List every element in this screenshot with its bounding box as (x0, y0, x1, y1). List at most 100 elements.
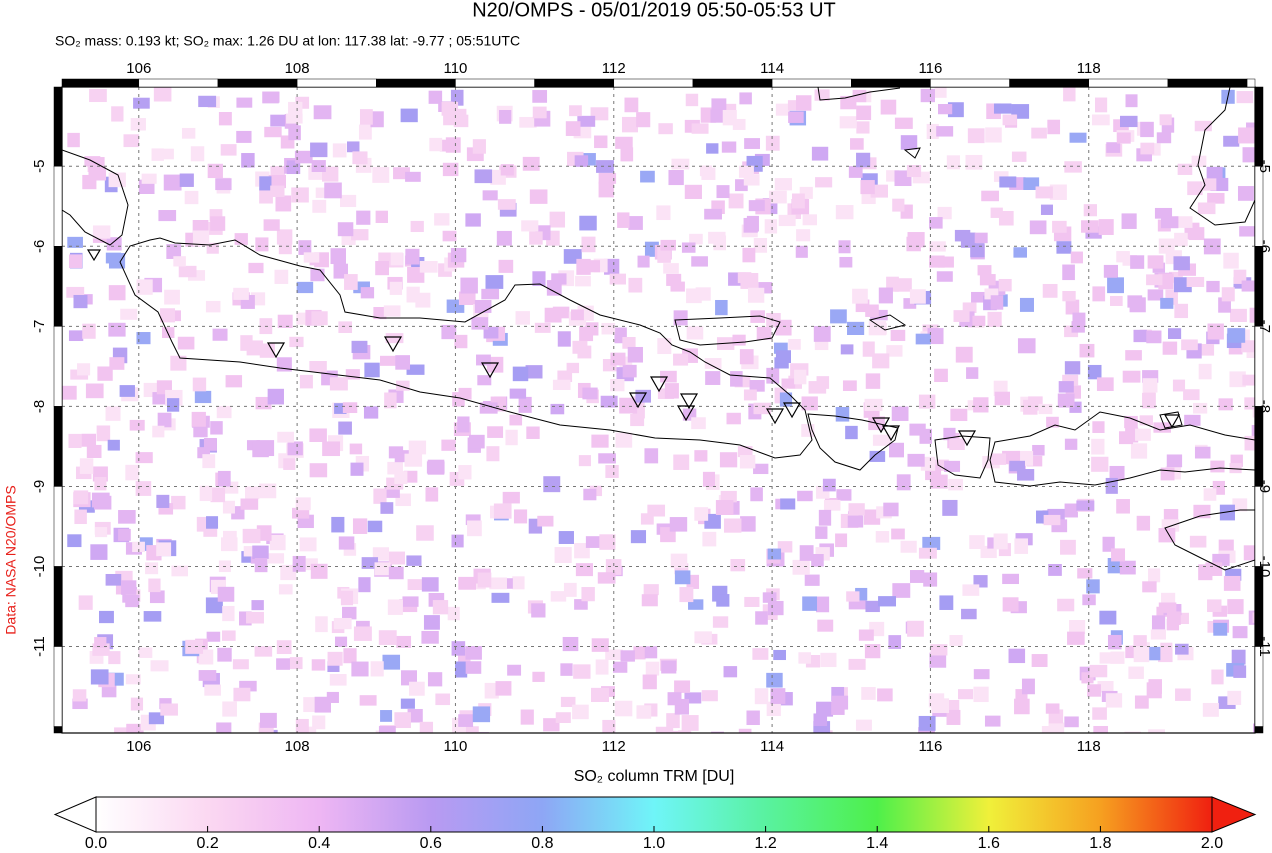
so2-pixel (543, 476, 561, 493)
so2-pixel (410, 220, 424, 233)
so2-pixel (82, 323, 96, 339)
so2-pixel (735, 179, 748, 192)
so2-pixel (1133, 329, 1147, 343)
so2-pixel (839, 256, 853, 268)
lat-tick-label: -8 (31, 400, 48, 413)
lon-tick-label: 106 (126, 60, 151, 77)
so2-pixel (998, 210, 1014, 226)
so2-pixel (681, 715, 699, 731)
so2-pixel (1248, 610, 1255, 625)
so2-pixel (465, 661, 482, 674)
so2-pixel (330, 248, 347, 265)
so2-pixel (184, 190, 199, 205)
so2-pixel (674, 680, 691, 693)
so2-pixel (863, 509, 881, 525)
colorbar-tick-label: 0.6 (420, 835, 442, 852)
so2-pixel (221, 630, 236, 641)
so2-pixel (384, 392, 397, 409)
so2-pixel (314, 696, 331, 713)
so2-pixel (738, 728, 752, 733)
so2-pixel (973, 669, 990, 680)
so2-pixel (891, 528, 905, 540)
so2-pixel (299, 537, 317, 552)
credit: Data: NASA N20/OMPS (3, 485, 19, 634)
so2-pixel (217, 647, 232, 662)
so2-pixel (118, 510, 136, 524)
so2-pixel (946, 709, 961, 725)
so2-pixel (115, 570, 133, 582)
so2-pixel (808, 381, 827, 394)
so2-pixel (689, 233, 703, 245)
so2-pixel (1086, 579, 1100, 594)
border-segment (53, 326, 63, 407)
so2-pixel (1032, 444, 1045, 456)
coastlines (62, 87, 1255, 571)
so2-pixel (1218, 398, 1233, 411)
so2-pixel (716, 185, 730, 199)
so2-pixel (787, 100, 801, 111)
so2-pixel (1052, 220, 1067, 233)
colorbar-tick-label: 1.2 (754, 835, 776, 852)
so2-pixel (704, 513, 721, 529)
so2-pixel (674, 563, 689, 575)
so2-pixel (407, 708, 423, 723)
so2-pixel (739, 454, 756, 469)
so2-pixel (688, 599, 704, 610)
so2-pixel (753, 463, 769, 475)
so2-pixel (656, 205, 671, 221)
so2-pixel (773, 649, 786, 661)
so2-pixel (1081, 672, 1094, 684)
islands (868, 147, 1183, 429)
so2-pixel (296, 281, 314, 294)
so2-pixel (1070, 251, 1083, 264)
lat-tick-label: -9 (31, 480, 48, 493)
so2-pixel (310, 268, 325, 282)
so2-pixel (715, 500, 734, 516)
so2-pixel (1062, 264, 1075, 281)
so2-pixel (754, 688, 769, 705)
so2-pixel (840, 95, 857, 110)
so2-pixel (332, 143, 347, 158)
so2-pixel (441, 439, 456, 451)
so2-pixel (660, 370, 677, 383)
so2-pixel (156, 494, 170, 508)
so2-pixel (929, 652, 947, 668)
so2-pixel (742, 247, 756, 263)
so2-pixel (848, 166, 863, 178)
so2-pixel (850, 138, 864, 150)
so2-pixel (390, 252, 403, 266)
lat-tick-label: -11 (1256, 636, 1272, 657)
so2-pixel (74, 509, 87, 525)
so2-pixel (1099, 652, 1114, 664)
so2-pixel (66, 286, 85, 298)
so2-pixel (379, 355, 396, 366)
so2-pixel (416, 525, 434, 541)
so2-pixel (1150, 629, 1166, 640)
so2-pixel (259, 712, 277, 728)
so2-pixel (581, 236, 596, 253)
so2-pixel (109, 357, 125, 370)
border-segment (53, 86, 63, 167)
so2-pixel (579, 326, 594, 342)
so2-pixel (509, 414, 523, 426)
so2-pixel (1026, 455, 1043, 467)
so2-pixel (90, 669, 109, 685)
so2-pixel (338, 321, 353, 333)
so2-pixel (673, 310, 688, 326)
so2-pixel (1211, 669, 1224, 685)
so2-pixel (642, 674, 657, 690)
so2-pixel (1105, 693, 1123, 708)
so2-pixel (206, 242, 219, 254)
so2-pixel (277, 314, 293, 329)
so2-pixel (1122, 370, 1141, 383)
so2-pixel (352, 151, 368, 165)
so2-pixel (691, 123, 709, 134)
so2-pixel (620, 147, 634, 162)
so2-pixel (557, 331, 571, 347)
border-segment (613, 78, 694, 88)
so2-pixel (156, 542, 172, 557)
border-segment (1254, 646, 1264, 727)
so2-pixel (1237, 186, 1254, 201)
so2-pixel (1142, 392, 1156, 409)
so2-pixel (267, 388, 284, 405)
